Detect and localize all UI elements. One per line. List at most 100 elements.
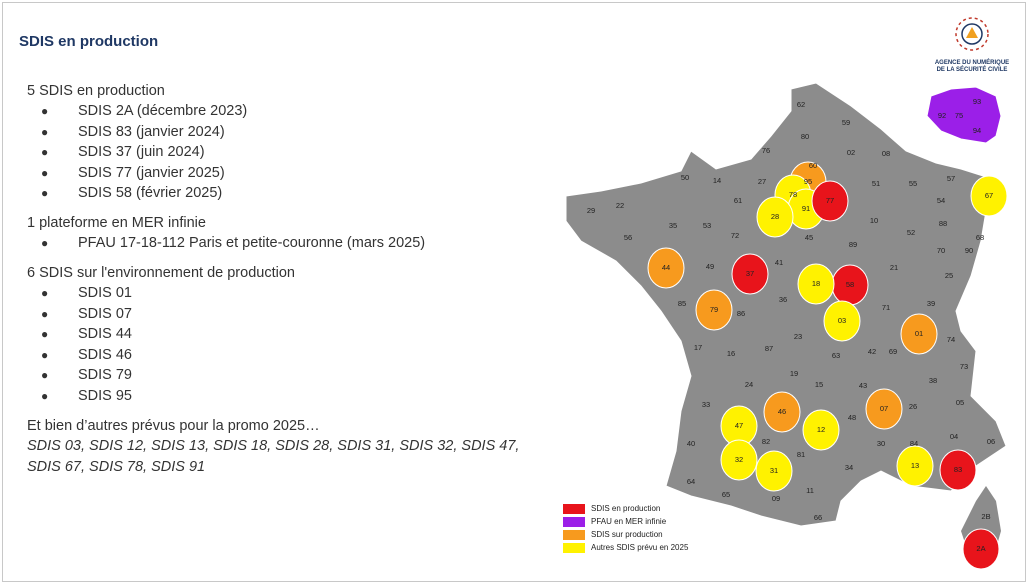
department-label: 83: [954, 465, 962, 474]
bullet-item: SDIS 07: [27, 306, 547, 322]
department-label: 26: [909, 402, 917, 411]
legend-label: Autres SDIS prévu en 2025: [591, 543, 689, 552]
legend-label: SDIS en production: [591, 504, 660, 513]
footer-text: SDIS 03, SDIS 12, SDIS 13, SDIS 18, SDIS…: [27, 437, 520, 475]
department-label: 63: [832, 351, 840, 360]
map: AGENCE DU NUMÉRIQUE DE LA SÉCURITÉ CIVIL…: [563, 17, 1009, 570]
department-label: 84: [910, 439, 918, 448]
bullet-item: SDIS 95: [27, 388, 547, 404]
department-label: 66: [814, 513, 822, 522]
department-label: 2A: [976, 544, 985, 553]
department-highlight: [647, 247, 685, 289]
bullet-item: SDIS 77 (janvier 2025): [27, 165, 547, 181]
bullet-item: SDIS 37 (juin 2024): [27, 144, 547, 160]
department-label: 91: [802, 204, 810, 213]
department-label: 75: [955, 111, 963, 120]
department-label: 08: [882, 149, 890, 158]
department-label: 34: [845, 463, 853, 472]
department-label: 45: [805, 233, 813, 242]
department-label: 55: [909, 179, 917, 188]
department-label: 80: [801, 132, 809, 141]
bullet-item: SDIS 46: [27, 347, 547, 363]
department-label: 70: [937, 246, 945, 255]
department-label: 31: [770, 466, 778, 475]
department-label: 12: [817, 425, 825, 434]
department-highlight: [756, 196, 794, 238]
department-label: 76: [762, 146, 770, 155]
department-label: 71: [882, 303, 890, 312]
department-label: 43: [859, 381, 867, 390]
department-label: 41: [775, 258, 783, 267]
department-label: 14: [713, 176, 721, 185]
department-label: 52: [907, 228, 915, 237]
bullet-item: SDIS 44: [27, 326, 547, 342]
department-label: 93: [973, 97, 981, 106]
department-label: 37: [746, 269, 754, 278]
department-label: 51: [872, 179, 880, 188]
legend-swatch: [563, 543, 585, 553]
bullet-item: SDIS 79: [27, 367, 547, 383]
department-label: 38: [929, 376, 937, 385]
legend-swatch: [563, 530, 585, 540]
department-label: 56: [624, 233, 632, 242]
department-label: 28: [771, 212, 779, 221]
department-highlight: [802, 409, 840, 451]
department-label: 46: [778, 407, 786, 416]
department-label: 17: [694, 343, 702, 352]
department-label: 19: [790, 369, 798, 378]
bullet-item: SDIS 2A (décembre 2023): [27, 103, 547, 119]
department-label: 13: [911, 461, 919, 470]
department-highlight: [823, 300, 861, 342]
department-label: 53: [703, 221, 711, 230]
department-label: 18: [812, 279, 820, 288]
department-label: 77: [826, 196, 834, 205]
department-highlight: [797, 263, 835, 305]
department-label: 42: [868, 347, 876, 356]
department-label: 72: [731, 231, 739, 240]
department-label: 2B: [981, 512, 990, 521]
department-label: 54: [937, 196, 945, 205]
bullet-item: SDIS 58 (février 2025): [27, 185, 547, 201]
department-label: 65: [722, 490, 730, 499]
department-label: 90: [965, 246, 973, 255]
logo-line: DE LA SÉCURITÉ CIVILE: [937, 65, 1008, 73]
department-label: 06: [987, 437, 995, 446]
slide-title: SDIS en production: [19, 33, 159, 50]
logo-line: AGENCE DU NUMÉRIQUE: [935, 58, 1009, 66]
department-label: 27: [758, 177, 766, 186]
department-label: 35: [669, 221, 677, 230]
section: 5 SDIS en production SDIS 2A (décembre 20…: [27, 83, 547, 201]
department-highlight: [865, 388, 903, 430]
legend-swatch: [563, 504, 585, 514]
bullet-item: SDIS 01: [27, 285, 547, 301]
text-body: 5 SDIS en production SDIS 2A (décembre 20…: [27, 83, 547, 478]
department-label: 95: [804, 177, 812, 186]
department-label: 11: [806, 486, 814, 495]
department-label: 07: [880, 404, 888, 413]
department-label: 33: [702, 400, 710, 409]
department-label: 59: [842, 118, 850, 127]
department-highlight: [731, 253, 769, 295]
section-heading: 5 SDIS en production: [27, 83, 165, 99]
department-label: 49: [706, 262, 714, 271]
department-label: 21: [890, 263, 898, 272]
department-label: 36: [779, 295, 787, 304]
legend-label: SDIS sur production: [591, 530, 663, 539]
bullet-list: SDIS 01 SDIS 07 SDIS 44 SDIS 46 SDIS 79 SDIS …: [27, 285, 547, 404]
department-highlight: [720, 439, 758, 481]
department-label: 60: [809, 161, 817, 170]
department-label: 23: [794, 332, 802, 341]
department-label: 86: [737, 309, 745, 318]
department-highlight: [900, 313, 938, 355]
department-label: 92: [938, 111, 946, 120]
paris-inset: [926, 86, 1002, 144]
department-label: 62: [797, 100, 805, 109]
department-label: 79: [710, 305, 718, 314]
department-label: 61: [734, 196, 742, 205]
department-label: 29: [587, 206, 595, 215]
department-label: 10: [870, 216, 878, 225]
department-label: 50: [681, 173, 689, 182]
department-label: 48: [848, 413, 856, 422]
department-label: 82: [762, 437, 770, 446]
